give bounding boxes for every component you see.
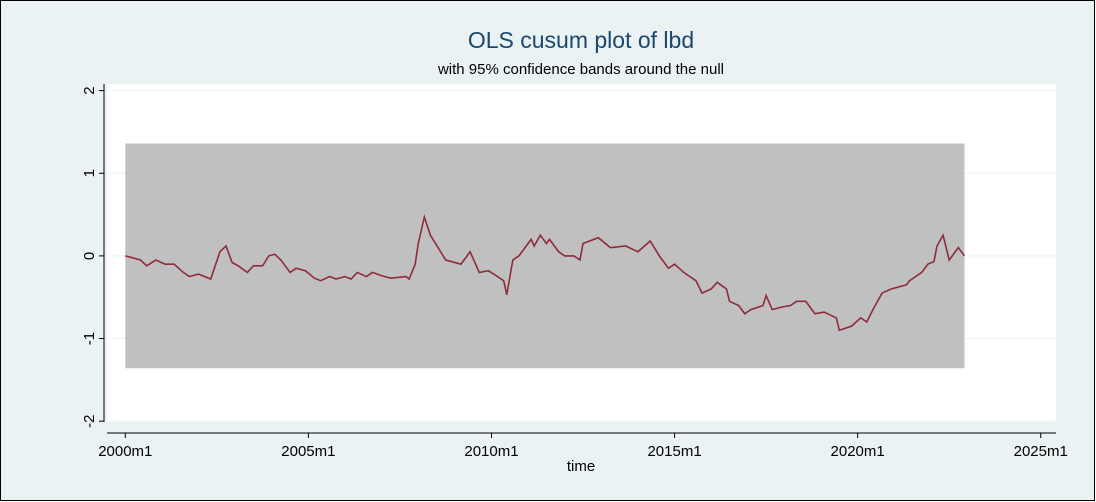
y-tick-label: -2 [81,415,98,428]
y-tick-label: 0 [81,252,98,260]
y-tick-label: -1 [81,332,98,345]
y-tick-label: 2 [81,86,98,94]
x-tick-label: 2020m1 [831,443,885,460]
confidence-band [125,143,965,369]
chart-title: OLS cusum plot of lbd [468,27,694,53]
x-tick-label: 2005m1 [281,443,335,460]
cusum-line [125,214,966,332]
x-axis-label: time [567,458,595,475]
x-tick-label: 2000m1 [98,443,152,460]
x-tick-label: 2025m1 [1014,443,1068,460]
chart-subtitle: with 95% confidence bands around the nul… [437,61,724,78]
y-tick-label: 1 [81,169,98,177]
x-tick-label: 2015m1 [647,443,701,460]
x-tick-label: 2010m1 [464,443,518,460]
